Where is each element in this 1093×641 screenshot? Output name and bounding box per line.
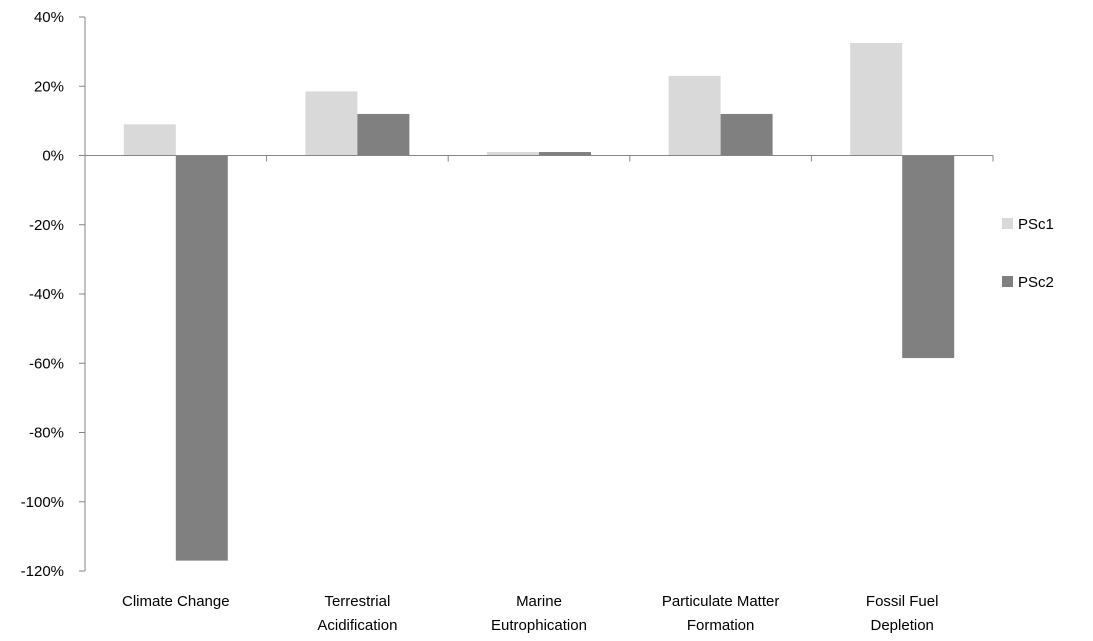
x-axis	[84, 155, 994, 162]
legend-label-psc1: PSc1	[1018, 216, 1054, 233]
y-tick-label: -60%	[29, 355, 64, 372]
bar-psc2-4	[902, 155, 955, 359]
y-axis: 40% 20% 0% -20% -40% -60% -80% -100% -120%	[21, 9, 86, 580]
bar-psc1-2	[487, 152, 539, 156]
legend-label-psc2: PSc2	[1018, 274, 1054, 291]
bar-psc1-4	[850, 42, 903, 156]
bar-psc1-0	[123, 124, 176, 156]
y-tick-label: 20%	[34, 78, 64, 95]
bar-psc2-1	[357, 113, 410, 156]
legend-swatch-psc1	[1002, 218, 1013, 229]
legend: PSc1 PSc2	[1002, 216, 1054, 291]
category-label-line: Formation	[687, 617, 755, 634]
category-label-line: Fossil Fuel	[866, 593, 939, 610]
category-labels: Climate Change Terrestrial Acidification Ma…	[122, 593, 938, 634]
category-label-line: Acidification	[317, 617, 397, 634]
category-label: Marine Eutrophication	[491, 593, 587, 634]
category-label-line: Climate Change	[122, 593, 230, 610]
bar-psc2-3	[720, 113, 773, 156]
bar-psc2-0	[175, 155, 228, 561]
category-label: Climate Change	[122, 593, 230, 610]
y-tick-label: 40%	[34, 9, 64, 26]
category-label: Fossil Fuel Depletion	[866, 593, 939, 634]
y-tick-label: -120%	[21, 563, 64, 580]
category-label-line: Depletion	[871, 617, 934, 634]
bar-psc2-2	[539, 152, 591, 156]
y-tick-label: -20%	[29, 217, 64, 234]
category-label-line: Particulate Matter	[662, 593, 780, 610]
y-tick-label: 0%	[42, 148, 64, 165]
y-tick-label: -100%	[21, 494, 64, 511]
bar-psc1-1	[305, 91, 358, 156]
category-label: Particulate Matter Formation	[662, 593, 780, 634]
category-label-line: Terrestrial	[324, 593, 390, 610]
y-tick-label: -40%	[29, 286, 64, 303]
category-label-line: Eutrophication	[491, 617, 587, 634]
bar-psc1-3	[668, 75, 721, 156]
y-tick-label: -80%	[29, 425, 64, 442]
bars	[123, 42, 955, 561]
legend-swatch-psc2	[1002, 276, 1013, 287]
category-label: Terrestrial Acidification	[317, 593, 397, 634]
category-label-line: Marine	[516, 593, 562, 610]
